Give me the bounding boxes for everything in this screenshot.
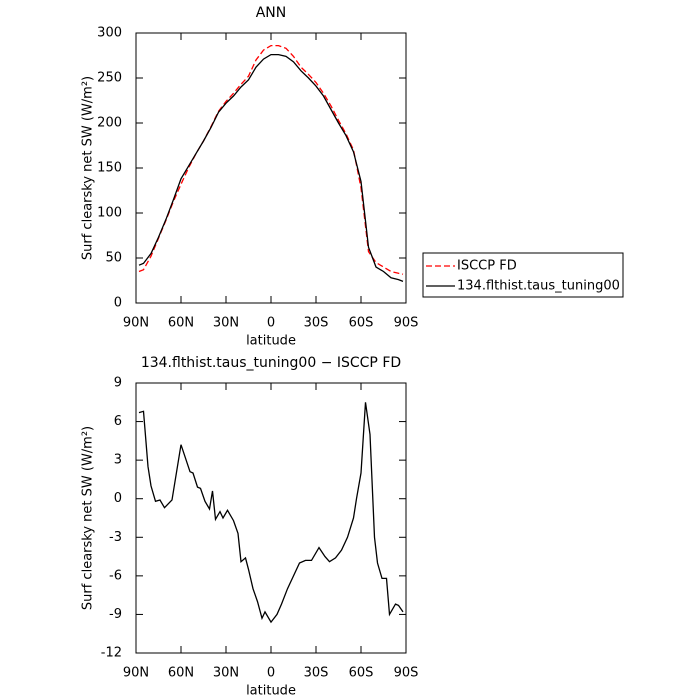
y-tick-label: 0 <box>114 296 122 311</box>
y-tick-label: 0 <box>114 491 122 506</box>
legend-label: 134.flthist.taus_tuning00 <box>457 279 620 294</box>
plot-frame <box>135 382 407 654</box>
x-tick-label: 90N <box>123 666 149 681</box>
y-tick-label: 6 <box>114 414 122 429</box>
x-tick-label: 30N <box>213 666 239 681</box>
y-tick-label: -3 <box>109 530 122 545</box>
y-axis-label: Surf clearsky net SW (W/m²) <box>81 426 96 610</box>
x-tick-label: 30S <box>304 316 329 331</box>
legend-label: ISCCP FD <box>457 259 517 274</box>
y-tick-label: -12 <box>101 646 122 661</box>
x-tick-label: 90S <box>394 316 419 331</box>
y-tick-label: 50 <box>105 251 122 266</box>
x-tick-label: 90S <box>394 666 419 681</box>
plot-frame <box>135 32 407 304</box>
y-tick-label: -6 <box>109 568 122 583</box>
series-line <box>138 44 404 275</box>
y-tick-label: 9 <box>114 376 122 391</box>
legend-box <box>422 252 624 298</box>
x-tick-label: 60N <box>168 316 194 331</box>
x-tick-label: 30N <box>213 316 239 331</box>
x-tick-label: 0 <box>267 666 275 681</box>
y-tick-label: 150 <box>97 161 122 176</box>
x-tick-label: 60N <box>168 666 194 681</box>
x-axis-label: latitude <box>246 684 296 699</box>
x-tick-label: 30S <box>304 666 329 681</box>
x-tick-label: 90N <box>123 316 149 331</box>
y-tick-label: 300 <box>97 26 122 41</box>
x-tick-label: 60S <box>349 316 374 331</box>
y-tick-label: -9 <box>109 607 122 622</box>
y-tick-label: 200 <box>97 116 122 131</box>
series-line <box>138 402 404 624</box>
y-tick-label: 250 <box>97 71 122 86</box>
y-tick-label: 100 <box>97 206 122 221</box>
chart-title: 134.flthist.taus_tuning00 − ISCCP FD <box>141 355 401 371</box>
series-line <box>138 53 404 283</box>
y-tick-label: 3 <box>114 453 122 468</box>
chart-title: ANN <box>256 5 287 21</box>
x-tick-label: 0 <box>267 316 275 331</box>
x-tick-label: 60S <box>349 666 374 681</box>
x-axis-label: latitude <box>246 334 296 349</box>
y-axis-label: Surf clearsky net SW (W/m²) <box>81 76 96 260</box>
